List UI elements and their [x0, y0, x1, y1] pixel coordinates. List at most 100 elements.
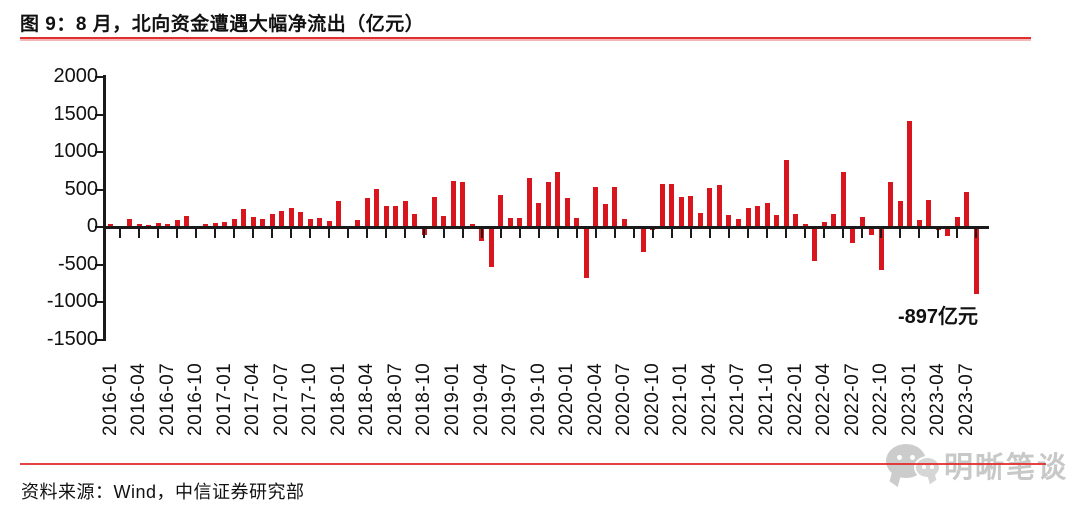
bar — [726, 215, 732, 227]
x-axis-tick — [271, 229, 274, 238]
bar — [640, 227, 646, 252]
bar — [764, 202, 770, 227]
x-axis-tick — [347, 229, 350, 238]
x-axis-label: 2020-01 — [556, 362, 578, 436]
bar — [812, 227, 818, 261]
bar — [793, 214, 799, 227]
bar — [612, 187, 618, 227]
bar — [688, 196, 694, 227]
x-axis-tick — [956, 229, 959, 238]
bar — [907, 121, 913, 227]
bar — [964, 191, 970, 227]
x-axis-label: 2022-01 — [784, 362, 806, 436]
x-axis-label: 2021-10 — [756, 362, 778, 436]
bar — [136, 224, 142, 227]
watermark: 明晰笔谈 — [878, 436, 1078, 500]
x-axis-tick — [214, 229, 217, 238]
bar — [155, 223, 161, 227]
y-axis-tick — [95, 301, 103, 303]
x-axis-label: 2018-10 — [413, 362, 435, 436]
bar — [945, 227, 951, 237]
y-axis-label: -500 — [57, 252, 98, 275]
x-axis-label: 2018-01 — [327, 362, 349, 436]
bar — [621, 219, 627, 227]
x-axis-tick — [385, 229, 388, 238]
bar — [716, 185, 722, 227]
chart-title: 图 9：8 月，北向资金遭遇大幅净流出（亿元） — [20, 14, 425, 35]
bar — [231, 218, 237, 227]
y-axis-label: 1000 — [53, 140, 99, 162]
bar — [441, 216, 447, 227]
bar — [279, 210, 285, 227]
x-axis-label: 2021-01 — [670, 362, 692, 436]
x-axis-tick — [195, 229, 198, 238]
y-axis-tick — [95, 226, 103, 228]
x-axis-tick — [442, 229, 445, 238]
x-axis-label: 2023-01 — [898, 362, 920, 436]
x-axis-label: 2022-04 — [813, 362, 835, 436]
bar — [536, 203, 542, 227]
bar — [241, 209, 247, 227]
x-axis-label: 2019-10 — [527, 362, 549, 436]
wechat-small-bubble-icon — [914, 456, 941, 479]
x-axis-tick — [233, 229, 236, 238]
x-axis-label: 2022-07 — [841, 362, 863, 436]
bar — [707, 187, 713, 227]
x-axis-tick — [138, 229, 141, 238]
bar — [850, 227, 856, 243]
bar — [355, 219, 361, 227]
x-axis-tick — [747, 229, 749, 238]
x-axis-label: 2017-01 — [213, 362, 235, 436]
x-axis-tick — [328, 229, 331, 238]
bar — [269, 214, 275, 227]
bar — [412, 213, 418, 227]
x-axis-tick — [937, 229, 940, 238]
bar — [326, 221, 332, 227]
bar — [973, 227, 979, 295]
x-axis-tick — [785, 229, 788, 238]
bar — [583, 227, 589, 278]
x-axis-tick — [366, 229, 369, 238]
x-axis-tick — [632, 229, 635, 238]
bar — [574, 218, 580, 227]
bar — [488, 227, 494, 268]
y-axis-tick — [95, 338, 103, 341]
bar — [774, 214, 780, 227]
x-axis-label: 2020-10 — [641, 362, 663, 436]
x-axis-label: 2020-07 — [613, 362, 635, 436]
x-axis-tick — [861, 229, 864, 238]
x-axis-tick — [157, 229, 160, 238]
bar — [555, 172, 561, 227]
bar — [859, 217, 865, 227]
y-axis-tick — [95, 188, 103, 191]
bar — [108, 223, 113, 227]
bar — [564, 198, 570, 227]
x-axis-label: 2023-07 — [955, 362, 977, 436]
data-label-annotation: -897亿元 — [897, 306, 979, 328]
bar — [745, 208, 751, 227]
x-axis-label: 2016-10 — [185, 362, 207, 436]
x-axis-label: 2020-04 — [584, 362, 606, 436]
x-axis-label: 2019-07 — [499, 362, 521, 436]
x-axis-tick — [613, 229, 616, 238]
bar — [184, 215, 190, 227]
bar — [593, 187, 599, 227]
bar — [507, 218, 513, 227]
x-axis-tick — [499, 229, 502, 238]
x-axis-tick — [975, 229, 978, 238]
bar — [755, 205, 761, 227]
x-axis-tick — [480, 229, 483, 238]
x-axis-tick — [461, 229, 464, 238]
bar — [678, 197, 684, 227]
bar — [954, 216, 960, 227]
bar — [469, 223, 475, 227]
bar — [840, 172, 846, 227]
y-axis-label: -1000 — [46, 290, 98, 312]
x-axis-label: 2017-10 — [299, 362, 321, 436]
x-axis-label: 2016-07 — [156, 362, 178, 436]
x-axis-label: 2021-04 — [698, 362, 720, 436]
bar — [127, 218, 133, 227]
bar — [783, 160, 789, 227]
x-axis-label: 2018-04 — [356, 362, 378, 436]
